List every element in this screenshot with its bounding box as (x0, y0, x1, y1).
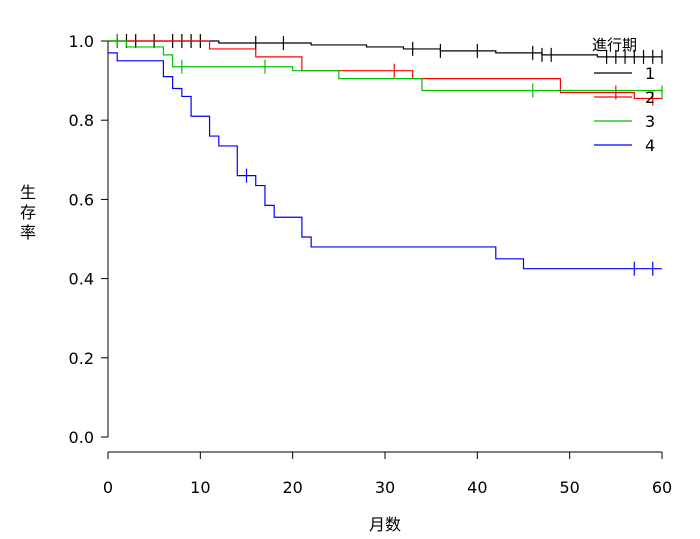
series-lines (108, 34, 663, 276)
legend-title: 進行期 (592, 36, 637, 54)
x-tick-label: 20 (282, 478, 302, 497)
series-line-4 (108, 52, 662, 270)
y-axis-label-char: 生 (20, 183, 36, 202)
x-ticks: 0 10 20 30 40 50 60 (103, 452, 672, 497)
y-axis-label: 生存率 (20, 183, 36, 242)
legend: 進行期 1 2 3 4 (592, 36, 655, 155)
x-axis-label: 月数 (369, 515, 401, 534)
x-tick-label: 50 (559, 478, 579, 497)
y-axis-label-char: 率 (20, 223, 36, 242)
y-tick-label: 1.0 (69, 32, 94, 51)
legend-label-2: 2 (645, 88, 655, 107)
series-line-3 (108, 40, 663, 93)
x-tick-label: 10 (190, 478, 210, 497)
legend-label-1: 1 (645, 64, 655, 83)
y-tick-label: 0.4 (69, 270, 94, 289)
y-ticks: 0.0 0.2 0.4 0.6 0.8 1.0 (69, 32, 108, 447)
y-tick-label: 0.8 (69, 111, 94, 130)
y-tick-label: 0.6 (69, 190, 94, 209)
series-line-2 (108, 40, 662, 100)
x-tick-label: 0 (103, 478, 113, 497)
y-axis-label-char: 存 (20, 203, 36, 222)
y-tick-label: 0.0 (69, 428, 94, 447)
y-tick-label: 0.2 (69, 349, 94, 368)
x-tick-label: 60 (652, 478, 672, 497)
x-tick-label: 30 (375, 478, 395, 497)
x-tick-label: 40 (467, 478, 487, 497)
legend-label-4: 4 (645, 136, 655, 155)
legend-label-3: 3 (645, 112, 655, 131)
